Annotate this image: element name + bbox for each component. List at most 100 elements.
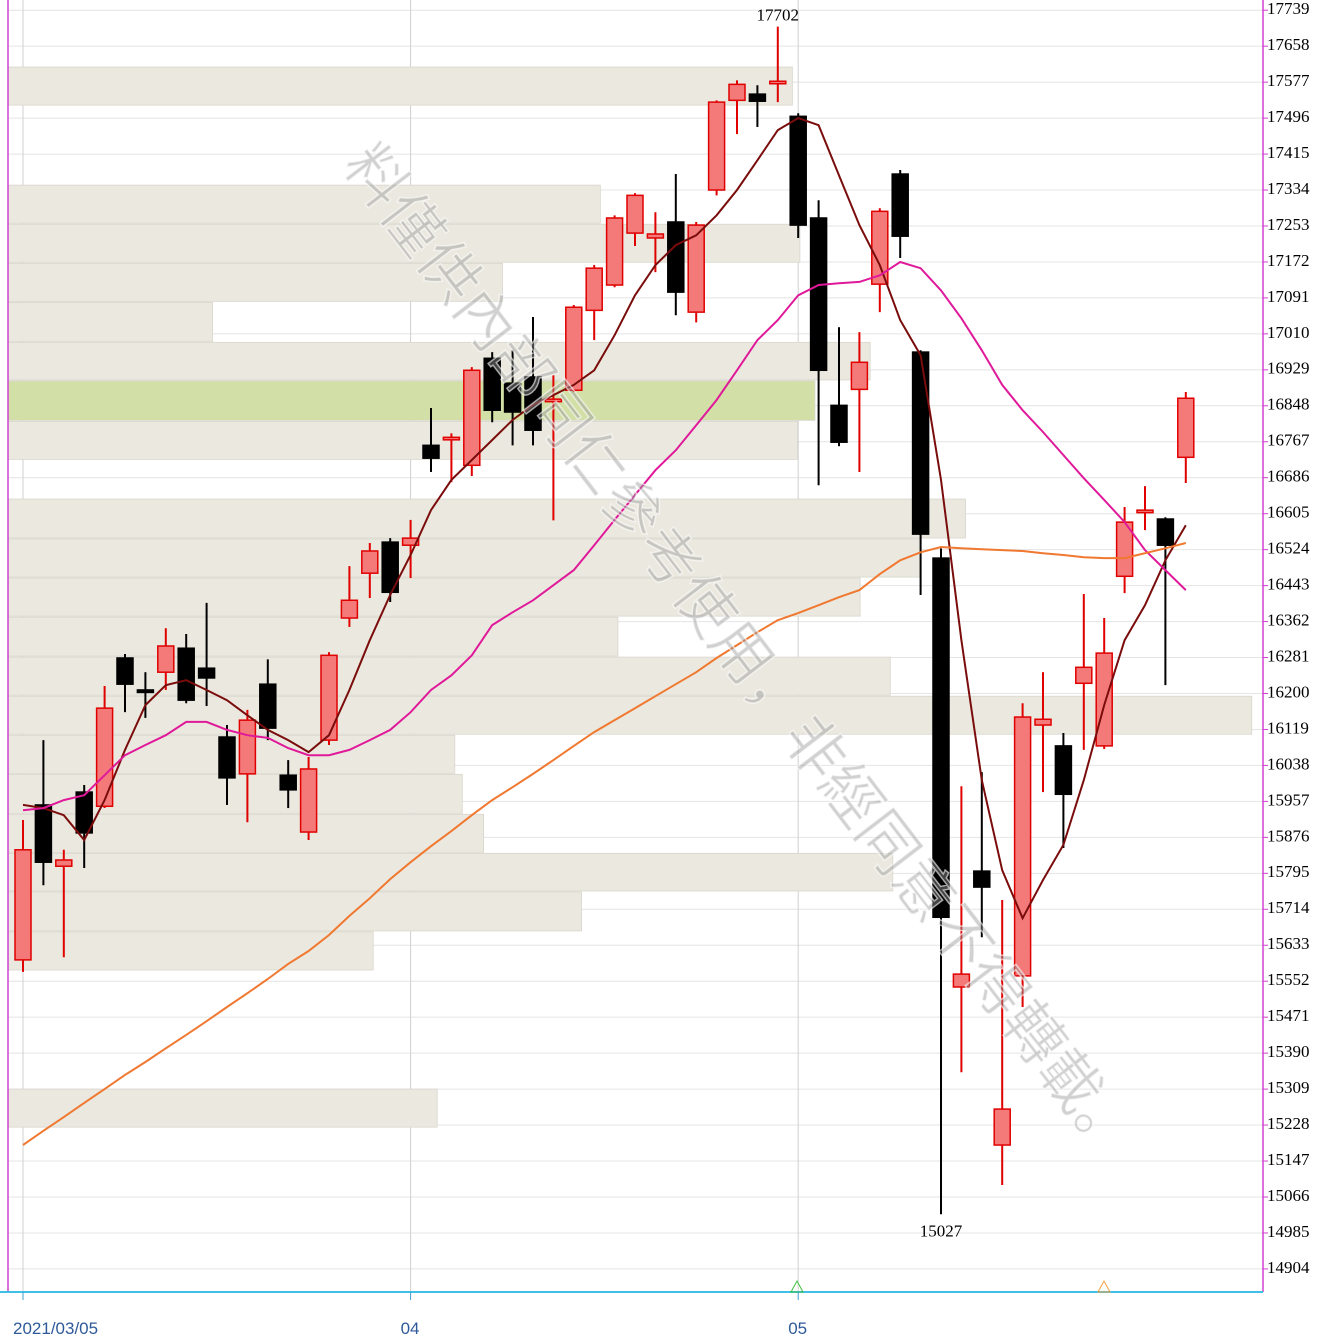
- y-tick-label: 17577: [1267, 71, 1310, 90]
- y-tick-label: 17172: [1267, 251, 1310, 270]
- signal-marker: [1097, 1279, 1111, 1293]
- candle-body: [1095, 652, 1113, 747]
- y-tick-label: 15390: [1267, 1042, 1310, 1061]
- moving-average-line: [22, 260, 1187, 812]
- candle-body: [1136, 509, 1154, 514]
- candle-body: [177, 647, 195, 701]
- candle-body: [1156, 518, 1175, 546]
- candle-body: [585, 267, 603, 312]
- y-tick-label: 16686: [1267, 467, 1310, 486]
- candle-body: [1013, 716, 1032, 977]
- candle-body: [748, 93, 767, 102]
- moving-average-line: [22, 117, 1187, 921]
- y-tick-label: 16038: [1267, 754, 1310, 773]
- volume-profile-bar: [7, 1088, 438, 1128]
- volume-profile-bar: [7, 852, 894, 892]
- signal-marker: [790, 1279, 804, 1293]
- y-tick-label: 15471: [1267, 1006, 1310, 1025]
- y-tick-label: 15633: [1267, 934, 1310, 953]
- volume-profile-bar: [7, 498, 966, 539]
- candle-body: [218, 736, 236, 779]
- candle-body: [993, 1108, 1011, 1146]
- volume-profile-bar: [7, 341, 871, 381]
- candle-body: [238, 719, 257, 775]
- y-tick-label: 16119: [1267, 718, 1309, 737]
- candle-body: [707, 101, 726, 191]
- y-tick-label: 14985: [1267, 1222, 1310, 1241]
- candle-body: [299, 768, 318, 833]
- candle-body: [136, 689, 155, 694]
- candle-body: [789, 115, 807, 226]
- x-tick-label: 2021/03/05: [13, 1319, 98, 1338]
- y-tick-label: 15552: [1267, 970, 1310, 989]
- candle-body: [1034, 718, 1052, 726]
- candle-body: [891, 173, 909, 237]
- candle-body: [340, 599, 359, 619]
- y-tick-label: 15228: [1267, 1114, 1310, 1133]
- x-tick-label: 05: [788, 1319, 807, 1338]
- candle-body: [463, 369, 481, 467]
- candle-body: [442, 436, 461, 441]
- candle-body: [1054, 745, 1073, 796]
- candle-body: [55, 859, 73, 867]
- y-tick-label: 14904: [1267, 1258, 1310, 1277]
- candle-body: [34, 804, 53, 863]
- candle-body: [973, 870, 991, 888]
- candle-body: [952, 973, 971, 988]
- volume-profile-layer: [7, 66, 1253, 1128]
- candle-body: [728, 83, 746, 102]
- y-tick-label: 15714: [1267, 898, 1310, 917]
- y-tick-label: 15876: [1267, 826, 1310, 845]
- y-tick-label: 15147: [1267, 1150, 1310, 1169]
- volume-profile-bar: [7, 577, 861, 617]
- candle-body: [605, 217, 624, 286]
- y-tick-label: 17091: [1267, 287, 1310, 306]
- candle-body: [544, 398, 563, 403]
- y-tick-label: 17658: [1267, 35, 1310, 54]
- candle-body: [871, 210, 889, 285]
- y-tick-label: 17010: [1267, 323, 1310, 342]
- candle-body: [1075, 666, 1093, 685]
- volume-profile-bar: [7, 66, 793, 106]
- y-tick-label: 15066: [1267, 1186, 1310, 1205]
- candle-layer: [14, 26, 1195, 1215]
- candle-body: [197, 667, 216, 679]
- candle-body: [850, 361, 869, 391]
- candle-body: [279, 774, 297, 791]
- candle-body: [401, 537, 420, 546]
- y-tick-label: 16281: [1267, 646, 1310, 665]
- y-tick-label: 16524: [1267, 539, 1310, 558]
- y-tick-label: 16200: [1267, 682, 1310, 701]
- candle-body: [1177, 397, 1195, 459]
- candle-body: [483, 357, 501, 411]
- candle-body: [381, 541, 399, 594]
- candle-body: [116, 657, 134, 685]
- volume-profile-bar: [7, 695, 1253, 735]
- y-tick-label: 16443: [1267, 575, 1310, 594]
- candle-body: [95, 707, 114, 808]
- y-tick-label: 15957: [1267, 790, 1310, 809]
- volume-profile-bar: [7, 616, 619, 657]
- volume-profile-bar: [7, 184, 601, 224]
- candle-body: [320, 654, 338, 741]
- y-tick-label: 17415: [1267, 143, 1310, 162]
- moving-average-line: [22, 542, 1187, 1146]
- y-tick-label: 16605: [1267, 503, 1310, 522]
- y-tick-label: 17496: [1267, 107, 1310, 126]
- y-tick-label: 15309: [1267, 1078, 1310, 1097]
- candle-body: [911, 351, 930, 535]
- volume-profile-bar: [7, 538, 921, 578]
- candle-body: [646, 233, 665, 239]
- candle-body: [565, 306, 583, 392]
- volume-profile-bar: [7, 301, 213, 342]
- candle-body: [14, 849, 32, 961]
- axis-layer: [0, 0, 1268, 1300]
- candle-body: [626, 194, 644, 234]
- y-tick-label: 16848: [1267, 395, 1310, 414]
- high-annotation: 17702: [757, 6, 800, 25]
- candle-body: [687, 224, 705, 313]
- y-tick-label: 17739: [1267, 0, 1310, 18]
- candle-body: [932, 557, 950, 919]
